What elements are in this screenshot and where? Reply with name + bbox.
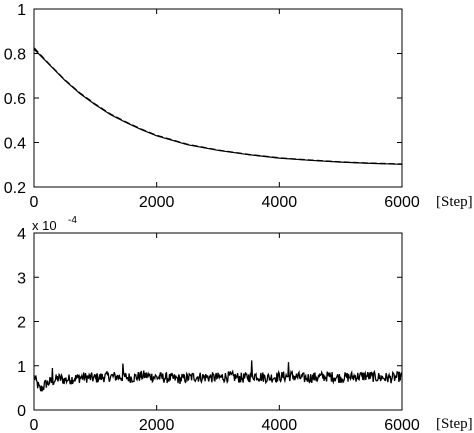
top-y-tick-label: 0.2 [4,180,26,197]
bottom-x-axis-label: [Step] [436,416,473,432]
bottom-y-tick-label: 3 [17,270,26,287]
top-x-tick-label: 0 [30,194,39,211]
top-y-tick-label: 0.6 [4,91,26,108]
bottom-series-line-0 [33,360,403,392]
y-scale-exponent: -4 [68,215,77,226]
y-scale-label: x 10 [32,218,57,233]
top-x-tick-label: 2000 [139,194,175,211]
bottom-plot-frame [33,232,403,411]
top-series-line-0 [33,48,403,165]
bottom-chart: 0 2000 4000 6000 0 1 2 3 4 x 10 -4 [Step] [17,215,473,433]
bottom-x-tick-label: 2000 [139,417,175,433]
bottom-x-tick-label: 0 [30,417,39,433]
top-series [33,47,403,165]
top-ticks: 0 2000 4000 6000 0.2 0.4 0.6 0.8 1 [4,2,420,211]
bottom-series [33,360,403,392]
bottom-y-tick-label: 1 [17,359,26,376]
top-y-tick-label: 1 [17,2,26,19]
bottom-y-tick-label: 2 [17,315,26,332]
bottom-y-tick-label: 0 [17,403,26,420]
bottom-y-tick-label: 4 [17,226,26,243]
top-chart: 0 2000 4000 6000 0.2 0.4 0.6 0.8 1 [Step] [4,2,473,211]
top-x-axis-label: [Step] [436,194,473,210]
top-series-line-1 [33,47,403,165]
bottom-x-tick-label: 6000 [384,417,420,433]
top-x-tick-label: 4000 [262,194,298,211]
bottom-ticks: 0 2000 4000 6000 0 1 2 3 4 [17,226,420,433]
top-plot-frame [33,8,403,188]
top-x-tick-label: 6000 [384,194,420,211]
bottom-x-tick-label: 4000 [262,417,298,433]
top-y-tick-label: 0.4 [4,136,26,153]
top-y-tick-label: 0.8 [4,47,26,64]
